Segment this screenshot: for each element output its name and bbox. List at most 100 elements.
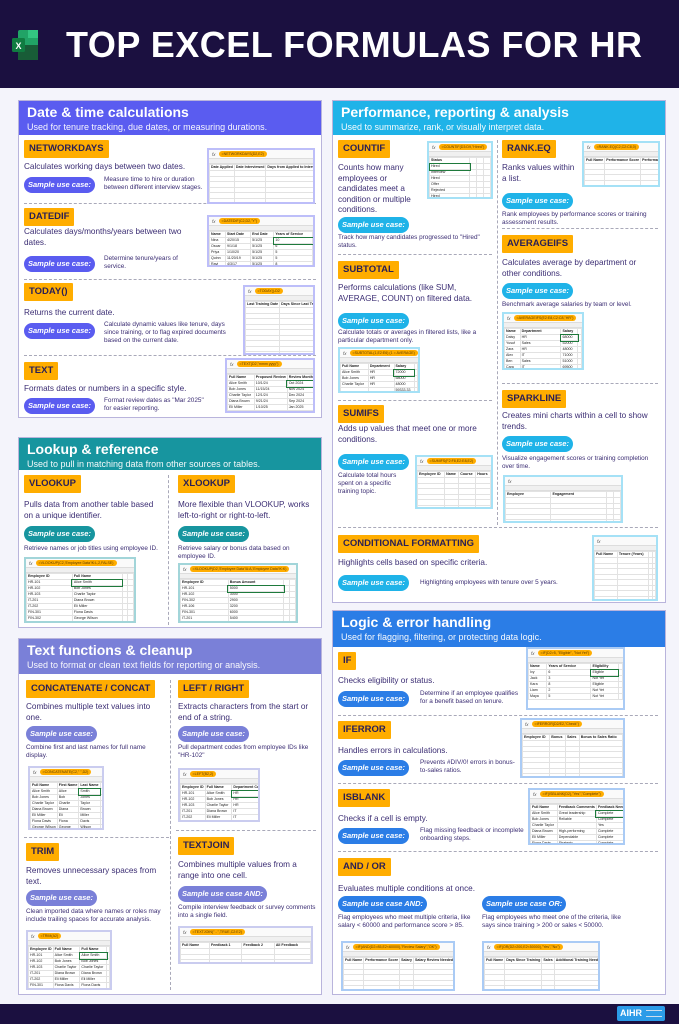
formula-description: Combines multiple text values into one. bbox=[26, 702, 151, 722]
column-header-row bbox=[530, 799, 623, 804]
sheet-row bbox=[245, 334, 313, 341]
sheet-cell: George bbox=[56, 824, 80, 828]
sheet-cell bbox=[208, 959, 243, 962]
formula-text: =TODAY()-D2 bbox=[254, 288, 283, 294]
sheet-cell bbox=[245, 351, 281, 353]
sheet-cell bbox=[265, 197, 313, 202]
divider bbox=[176, 830, 316, 831]
spreadsheet-example: fx =NETWORKDAYS(D2,E2) Date Applied Date In… bbox=[207, 148, 315, 204]
sheet-cell bbox=[245, 323, 281, 330]
fx-icon: fx bbox=[212, 218, 216, 224]
formula-description: Calculates working days between two date… bbox=[24, 162, 186, 171]
sample-use-case-text: Measure time to hire or duration between… bbox=[104, 176, 203, 192]
sheet-cell bbox=[444, 504, 460, 507]
sheet-cell bbox=[245, 318, 281, 325]
sheet-cell bbox=[504, 985, 543, 989]
sample-use-case-text: Track how many candidates progressed to … bbox=[338, 234, 480, 250]
sheet-cell bbox=[604, 179, 642, 185]
sheet-cell bbox=[245, 345, 281, 352]
sheet-cell bbox=[584, 179, 606, 185]
fx-icon: fx bbox=[183, 566, 187, 572]
sheet-header-row: Full Name Performance Score Salary Salary R… bbox=[343, 957, 453, 964]
formula-name-trim: TRIM bbox=[26, 843, 60, 861]
sheet-header-row: Employee ID Full Name Full Name bbox=[28, 946, 110, 953]
sheet-row bbox=[245, 307, 313, 314]
formula-name-textjoin: TEXTJOIN bbox=[178, 837, 235, 855]
sheet-cell bbox=[245, 312, 281, 319]
fx-icon: fx bbox=[183, 929, 187, 935]
sheet-cell: 8/30/24 bbox=[253, 410, 288, 411]
formula-text: =SUMIFS(F2:F8,E2:E8,E2) bbox=[426, 458, 477, 464]
sheet-row: Maya 5 Not Yet bbox=[528, 693, 623, 700]
spreadsheet-example: fx =AVERAGEIFS(E2:E8,C2:C8,"HR") Name Depar… bbox=[502, 312, 584, 370]
sheet-cell bbox=[279, 334, 313, 341]
page-title: TOP EXCEL FORMULAS FOR HR bbox=[66, 24, 643, 65]
formula-text: =TEXT(D2,"mmm yyyy") bbox=[236, 361, 282, 367]
section-title: Text functions & cleanup bbox=[27, 642, 193, 658]
sheet-row bbox=[417, 488, 491, 495]
column-header-row bbox=[26, 568, 134, 573]
fx-icon: fx bbox=[230, 361, 234, 367]
column-header-row bbox=[340, 358, 418, 363]
sheet-header-cell: Full Name bbox=[343, 957, 365, 964]
sheet-cell bbox=[469, 193, 478, 197]
sample-use-case-text: Calculate totals or averages in filtered… bbox=[338, 329, 477, 345]
sheet-cell bbox=[550, 519, 608, 521]
formula-text: =TEXTJOIN(" - ",TRUE,C2:E2) bbox=[189, 929, 245, 935]
sheet-row bbox=[505, 519, 621, 521]
sheet-cell bbox=[290, 622, 296, 624]
section-header: Logic & error handling Used for flagging,… bbox=[333, 611, 665, 647]
sheet-header-cell: Engagement bbox=[550, 491, 608, 498]
spreadsheet-example: fx =IF(AND(D2>85,E2<60000),"Review Salary… bbox=[341, 941, 455, 991]
sheet-header-cell: Full Name bbox=[484, 957, 506, 964]
sheet-cell bbox=[444, 499, 460, 506]
sheet-table: Employee Engagement bbox=[505, 491, 621, 521]
sheet-row bbox=[245, 345, 313, 352]
spreadsheet-example: fx Employee Engagement bbox=[503, 475, 623, 523]
sheet-cell: Wilson bbox=[78, 824, 101, 828]
spreadsheet-example: fx =SUBTOTAL(1,E2:E6) (1 = AVERAGE) Full N… bbox=[338, 347, 420, 393]
formula-bar: fx =LEFT(B2,2) bbox=[180, 770, 258, 779]
sheet-header-cell: Employee bbox=[505, 491, 552, 498]
sheet-cell: 5400 bbox=[227, 615, 285, 621]
section-subtitle: Used to summarize, rank, or visually int… bbox=[341, 122, 545, 132]
divider bbox=[338, 527, 658, 528]
formula-bar: fx =COUNTIF(D3:D9,"Hired") bbox=[429, 143, 491, 152]
column-header-row bbox=[180, 937, 311, 942]
sample-use-case-pill: Sample use case: bbox=[24, 526, 95, 542]
sample-use-case-pill: Sample use case AND: bbox=[338, 896, 428, 912]
sheet-table: Employee ID Name Course Hours bbox=[417, 471, 491, 507]
spreadsheet-example: fx Full Name Tenure (Years) bbox=[592, 535, 658, 601]
divider bbox=[170, 680, 171, 990]
sheet-cell: IT-202 bbox=[181, 622, 229, 624]
column-header-row bbox=[343, 952, 453, 957]
formula-text: =DATEDIF(C2,D2,"Y") bbox=[218, 218, 261, 224]
formula-bar: fx =NETWORKDAYS(D2,E2) bbox=[209, 150, 313, 159]
spreadsheet-example: fx =TEXT(D2,"mmm yyyy") Full Name Proposed … bbox=[225, 358, 315, 413]
sheet-cell bbox=[483, 193, 491, 197]
formula-name-if: IF bbox=[338, 652, 357, 670]
sheet-cell bbox=[245, 334, 281, 341]
formula-text: =SUBTOTAL(1,E2:E6) (1 = AVERAGE) bbox=[349, 350, 418, 356]
sheet-cell bbox=[209, 197, 235, 202]
sheet-cell bbox=[127, 615, 134, 621]
sheet-cell bbox=[279, 307, 313, 314]
sheet-cell bbox=[180, 959, 210, 962]
sheet-cell bbox=[279, 312, 313, 319]
sheet-header-cell: Employee ID bbox=[522, 734, 551, 741]
formula-description: Pulls data from another table based on a… bbox=[24, 500, 154, 520]
formula-description: More flexible than VLOOKUP, works left-t… bbox=[178, 500, 310, 520]
spreadsheet-example: fx =IF(D2>5, "Eligible", "Not Yet") Name Ye… bbox=[526, 647, 625, 710]
spreadsheet-example: fx =XLOOKUP(D2,'Employee Data'!A:A,'Emplo… bbox=[178, 563, 298, 623]
sample-use-case-pill: Sample use case: bbox=[338, 760, 409, 776]
formula-bar: fx =TRIM(A2) bbox=[28, 932, 110, 941]
sample-use-case-text: Calculate dynamic values like tenure, da… bbox=[104, 321, 226, 345]
formula-text: =AVERAGEIFS(E2:E8,C2:C8,"HR") bbox=[513, 315, 577, 321]
sheet-row: Fiona Davis Strategic Complete bbox=[530, 840, 623, 843]
sample-use-case-text: Flag employees who meet multiple criteri… bbox=[338, 914, 471, 930]
page-header: X TOP EXCEL FORMULAS FOR HR bbox=[0, 0, 679, 88]
sheet-row: HR-102 Bob Jones Bob Jones bbox=[28, 958, 110, 965]
formula-name-isblank: ISBLANK bbox=[338, 789, 391, 807]
formula-description: Performs calculations (like SUM, AVERAGE… bbox=[338, 283, 473, 303]
sheet-cell bbox=[577, 364, 582, 368]
